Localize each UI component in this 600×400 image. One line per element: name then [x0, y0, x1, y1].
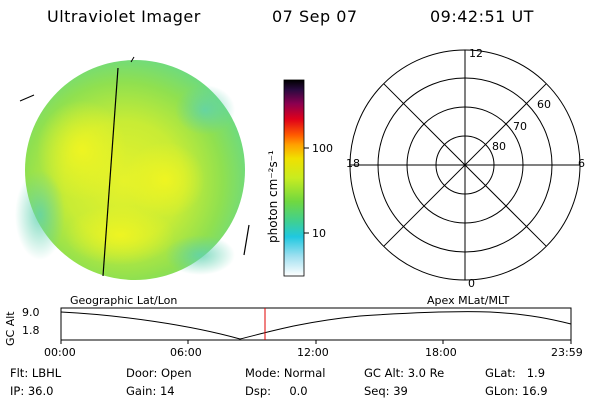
status-gain: Gain: 14: [126, 384, 175, 398]
status-glon: GLon: 16.9: [485, 384, 548, 398]
colorbar: [283, 79, 309, 277]
status-door: Door: Open: [126, 366, 192, 380]
status-glat: GLat: 1.9: [485, 366, 546, 380]
mlt-18-label: 18: [346, 157, 360, 170]
mlt-0-label: 0: [468, 277, 475, 290]
x-tick-1800: 18:00: [425, 346, 457, 359]
mlt-6-label: 6: [578, 157, 585, 170]
colorbar-tick-100: 100: [312, 142, 333, 155]
lat-60-label: 60: [537, 98, 551, 111]
status-mode: Mode: Normal: [245, 366, 326, 380]
x-tick-2359: 23:59: [551, 346, 583, 359]
status-ip: IP: 36.0: [10, 384, 54, 398]
limb-mark: [19, 94, 35, 102]
limb-mark: [130, 56, 135, 63]
orbit-altitude-plot: [60, 307, 572, 344]
y-tick-9: 9.0: [22, 306, 40, 319]
x-tick-0000: 00:00: [44, 346, 76, 359]
instrument-title: Ultraviolet Imager: [47, 7, 201, 26]
colorbar-tick-10: 10: [312, 227, 326, 240]
time-label: 09:42:51 UT: [430, 7, 534, 26]
x-tick-0600: 06:00: [170, 346, 202, 359]
limb-mark: [243, 224, 250, 256]
apex-title: Apex MLat/MLT: [427, 294, 510, 307]
lat-80-label: 80: [492, 140, 506, 153]
geographic-title: Geographic Lat/Lon: [70, 294, 178, 307]
colorbar-label: photon cm⁻²s⁻¹: [266, 150, 280, 243]
meridian-line: [102, 67, 119, 277]
polar-grid: [349, 49, 581, 281]
auroral-image: [15, 56, 250, 280]
mlt-12-label: 12: [469, 47, 483, 60]
date-label: 07 Sep 07: [272, 7, 358, 26]
y-tick-1.8: 1.8: [22, 324, 40, 337]
x-tick-1200: 12:00: [297, 346, 329, 359]
gc-alt-axis-label: GC Alt: [4, 311, 17, 346]
status-seq: Seq: 39: [364, 384, 408, 398]
status-dsp: Dsp: 0.0: [245, 384, 308, 398]
lat-70-label: 70: [513, 120, 527, 133]
altitude-curve: [60, 311, 572, 340]
status-gc-alt: GC Alt: 3.0 Re: [364, 366, 445, 380]
status-flt: Flt: LBHL: [10, 366, 62, 380]
